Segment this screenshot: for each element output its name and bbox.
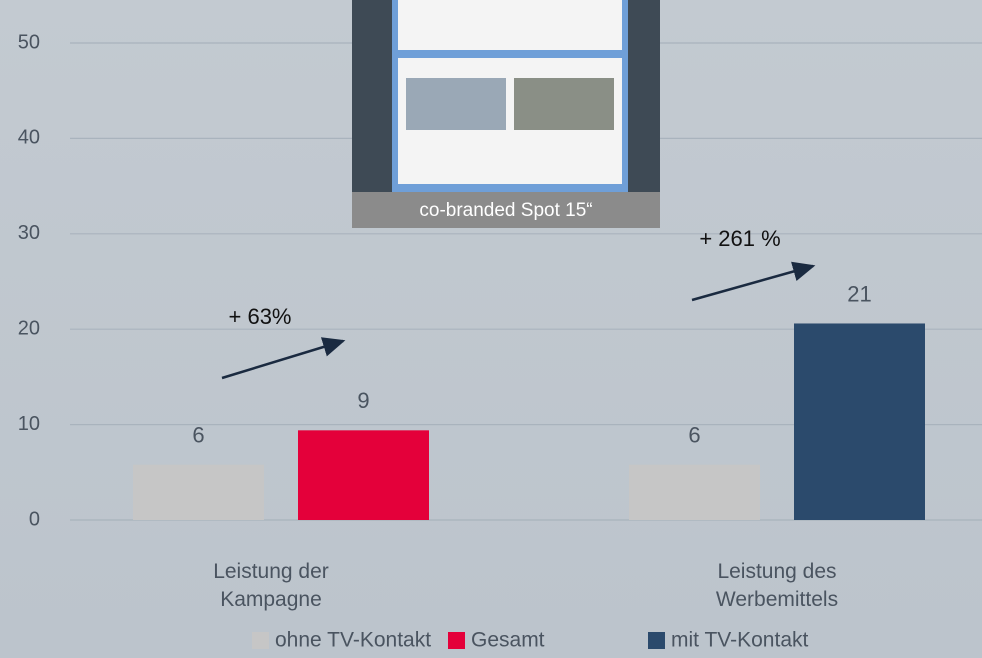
annotation: + 261 % — [699, 226, 780, 251]
y-tick-label: 20 — [18, 317, 40, 339]
bar — [133, 464, 264, 520]
legend-swatch — [648, 632, 665, 649]
image-caption: co-branded Spot 15“ — [419, 200, 592, 221]
bar — [794, 323, 925, 520]
arrow — [691, 261, 816, 302]
y-tick-label: 50 — [18, 31, 40, 53]
y-tick-label: 40 — [18, 127, 40, 149]
legend-swatch — [252, 632, 269, 649]
x-tick-label: Leistung der Kampagne — [213, 560, 329, 611]
bar — [298, 430, 429, 520]
legend-swatch — [448, 632, 465, 649]
annotation: + 63% — [229, 304, 292, 329]
y-tick-label: 0 — [29, 508, 40, 530]
legend-label: Gesamt — [471, 629, 545, 652]
legend-label: ohne TV-Kontakt — [275, 629, 431, 652]
bar — [629, 464, 760, 520]
legend-label: mit TV-Kontakt — [671, 629, 808, 652]
value-label: 6 — [688, 422, 700, 447]
value-label: 6 — [192, 422, 204, 447]
x-tick-label: Leistung des Werbemittels — [715, 560, 839, 611]
value-label: 21 — [847, 281, 871, 306]
y-tick-label: 30 — [18, 222, 40, 244]
screenshot-image: co-branded Spot 15“ — [352, 0, 660, 228]
y-tick-label: 10 — [18, 413, 40, 435]
value-label: 9 — [357, 388, 369, 413]
arrow — [221, 337, 346, 380]
